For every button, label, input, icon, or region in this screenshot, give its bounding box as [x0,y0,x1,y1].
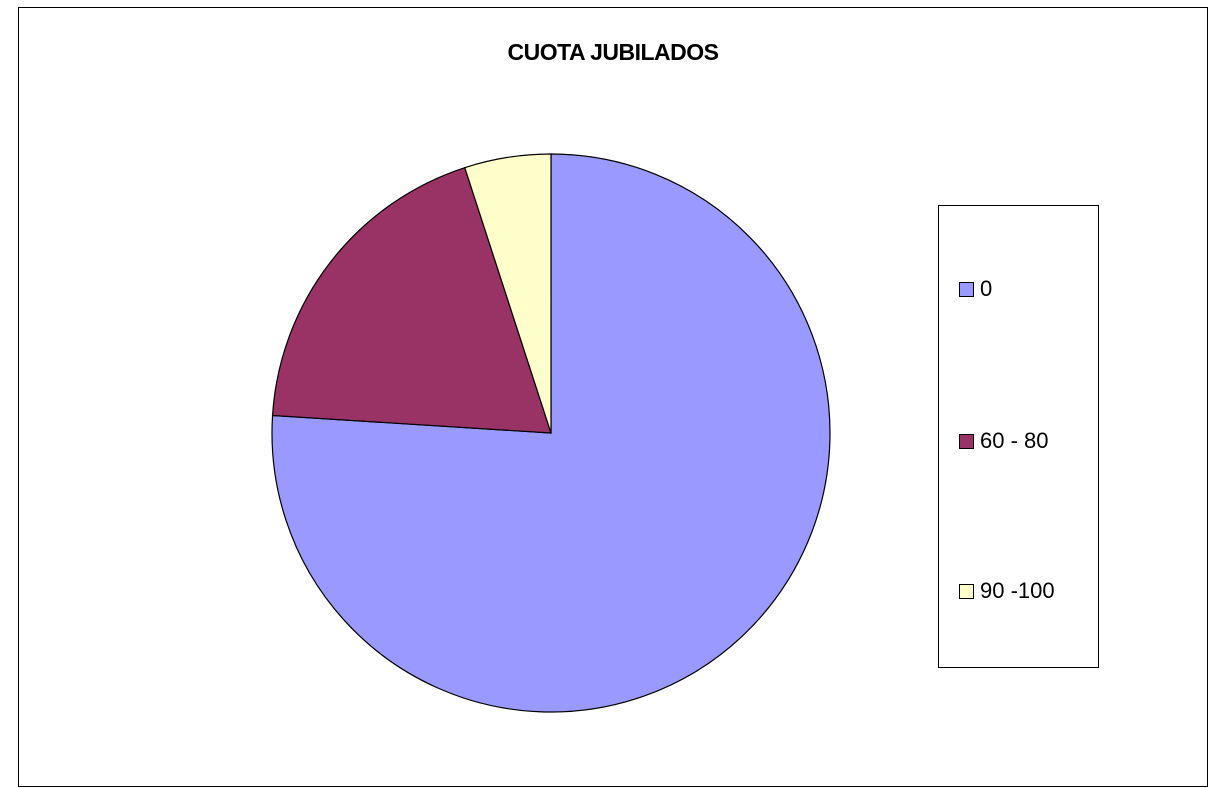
legend-item-0: 0 [959,276,992,302]
legend-swatch-0 [959,281,974,297]
legend: 0 60 - 80 90 -100 [938,205,1099,668]
chart-title: CUOTA JUBILADOS [507,39,720,65]
legend-item-1: 60 - 80 [959,428,1049,454]
legend-label-2: 90 -100 [980,578,1055,603]
legend-swatch-1 [959,433,974,449]
legend-item-2: 90 -100 [959,578,1055,604]
pie-slice-0 [271,153,831,713]
pie-slice-1 [271,166,552,434]
pie-chart [271,153,831,713]
legend-label-1: 60 - 80 [980,428,1049,453]
legend-label-0: 0 [980,276,993,301]
legend-swatch-2 [959,583,974,599]
chart-area: CUOTA JUBILADOS 0 60 - 80 90 -100 [18,7,1208,787]
pie-slice-2 [464,153,552,434]
